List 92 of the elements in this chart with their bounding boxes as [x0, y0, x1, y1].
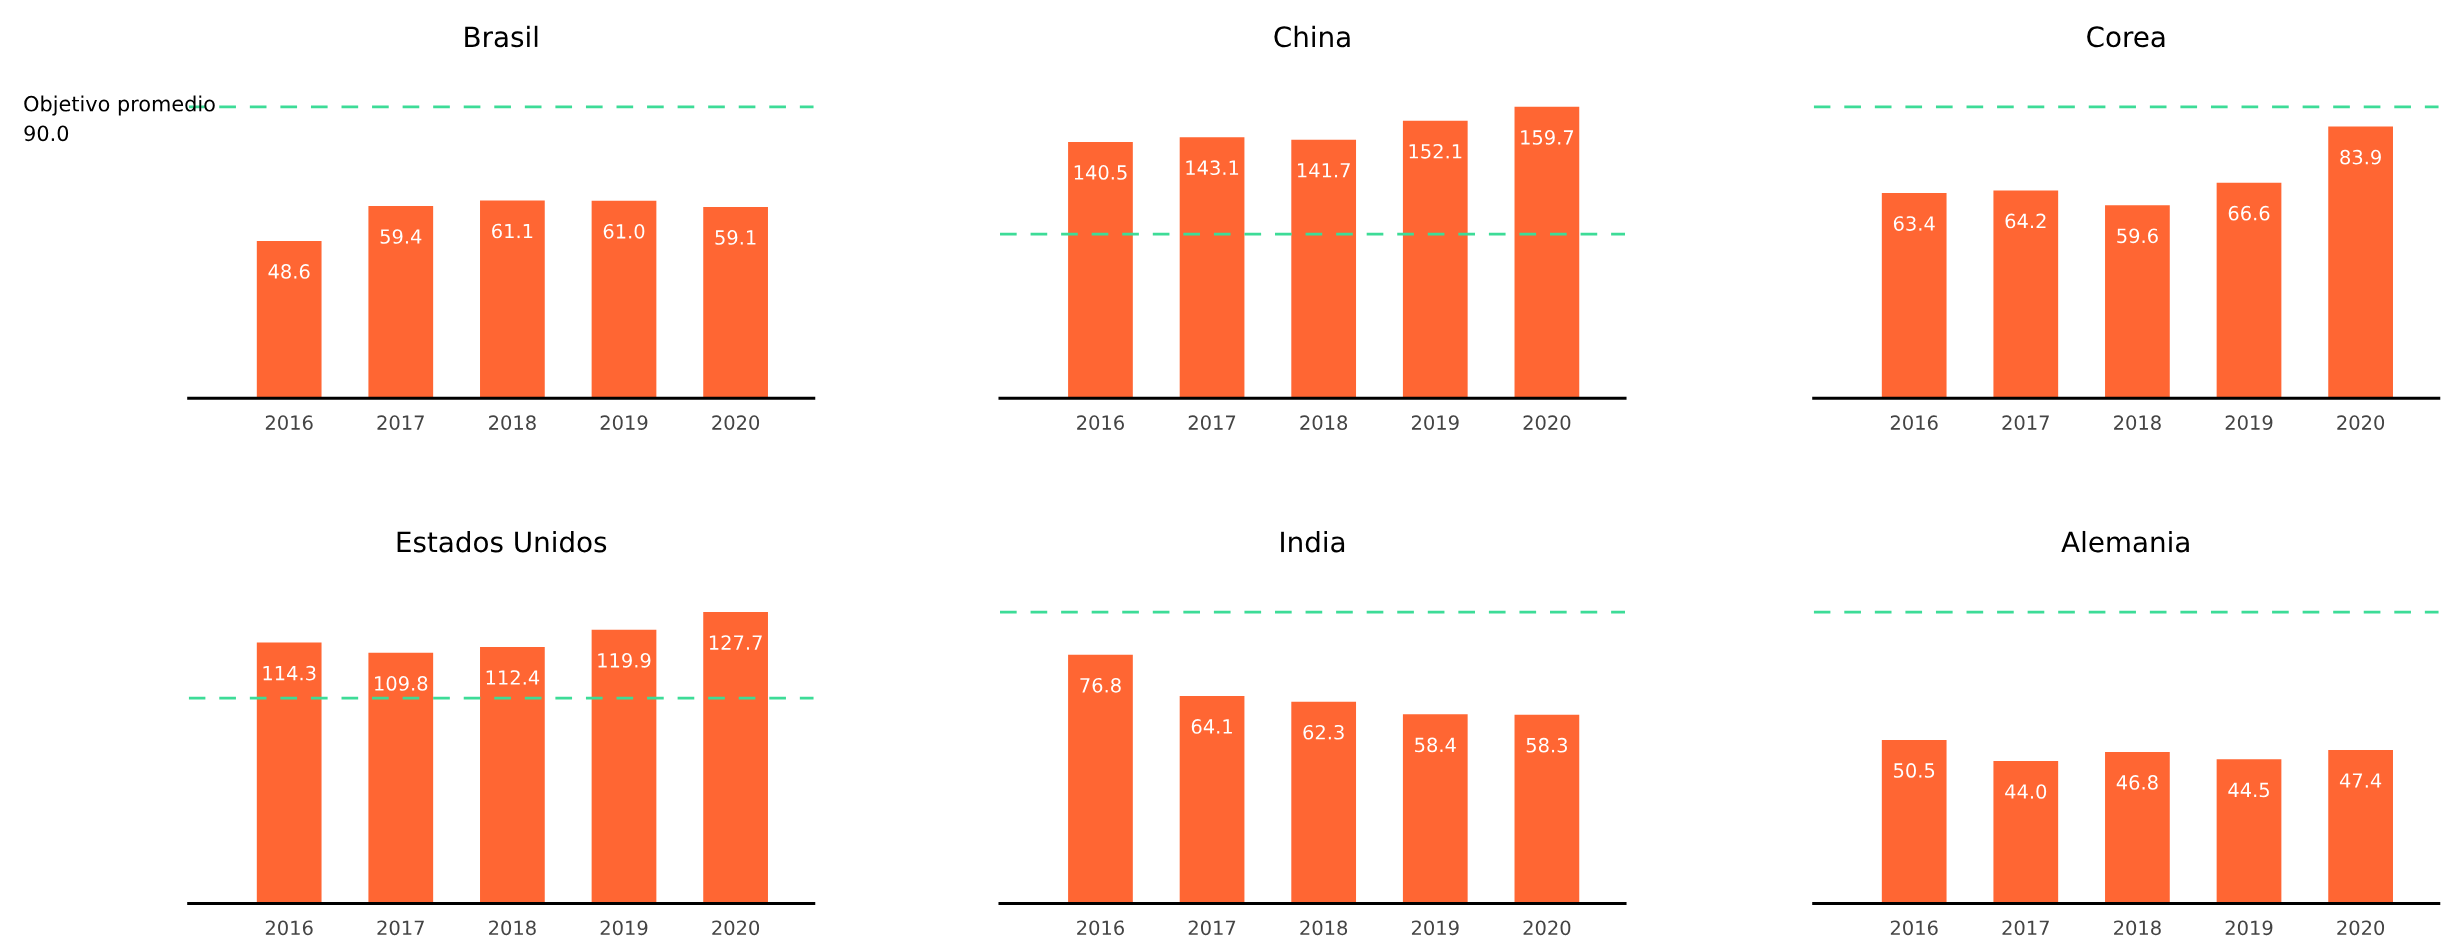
- x-tick-label: 2018: [1300, 415, 1348, 430]
- data-label: 46.8: [2116, 775, 2158, 790]
- data-label: 159.7: [1521, 130, 1574, 145]
- data-label: 64.2: [2005, 213, 2046, 229]
- data-label: 109.8: [375, 676, 428, 691]
- data-label: 114.3: [263, 665, 316, 681]
- bar: [1068, 654, 1133, 904]
- data-label: 62.3: [1303, 724, 1344, 740]
- data-label: 63.4: [1893, 216, 1935, 231]
- chart-title: Estados Unidos: [397, 530, 607, 553]
- bar: [591, 200, 657, 399]
- data-label: 119.9: [598, 653, 651, 668]
- x-tick-label: 2020: [712, 920, 760, 936]
- x-tick-label: 2016: [265, 920, 313, 936]
- bar: [1881, 192, 1947, 399]
- bar: [1068, 141, 1133, 399]
- chart-title: India: [1281, 530, 1345, 553]
- x-tick-label: 2018: [489, 920, 536, 936]
- data-label: 47.4: [2339, 773, 2382, 788]
- x-tick-label: 2020: [2337, 920, 2385, 936]
- bar: [2105, 205, 2170, 399]
- bar: [1993, 760, 2059, 904]
- chart-title: China: [1274, 25, 1350, 48]
- bar: [1402, 714, 1468, 904]
- bar: [2105, 751, 2170, 904]
- x-tick-label: 2018: [2114, 415, 2161, 430]
- x-tick-label: 2019: [2225, 415, 2273, 430]
- bar: [1993, 190, 2059, 399]
- bar: [1291, 701, 1357, 904]
- data-label: 59.4: [380, 229, 422, 244]
- bar: [480, 200, 545, 399]
- x-tick-label: 2020: [712, 415, 760, 430]
- data-label: 61.0: [603, 223, 645, 239]
- ref-line-label: Objetivo promedio 90.0: [24, 95, 215, 142]
- data-label: 76.8: [1080, 677, 1121, 693]
- data-label: 66.6: [2228, 205, 2270, 221]
- x-tick-label: 2016: [1077, 920, 1124, 936]
- data-label: 64.1: [1191, 719, 1232, 734]
- data-label: 58.4: [1415, 737, 1456, 753]
- data-label: 58.3: [1526, 737, 1567, 753]
- bar: [1179, 137, 1245, 399]
- bar: [2216, 759, 2282, 904]
- data-label: 141.7: [1297, 163, 1350, 178]
- data-label: 59.1: [715, 230, 756, 245]
- chart-title: Brasil: [465, 25, 538, 48]
- x-tick-label: 2019: [600, 920, 648, 936]
- bar: [1402, 120, 1468, 399]
- x-tick-label: 2016: [265, 415, 313, 430]
- bar: [2216, 182, 2282, 399]
- x-tick-label: 2017: [1188, 920, 1236, 936]
- x-tick-label: 2020: [1523, 920, 1571, 936]
- chart-title: Alemania: [2061, 530, 2189, 553]
- data-label: 127.7: [709, 635, 762, 650]
- x-tick-label: 2018: [489, 415, 536, 430]
- bar: [2328, 126, 2393, 399]
- x-tick-label: 2018: [1300, 920, 1348, 936]
- bar: [368, 205, 434, 399]
- bar: [1881, 739, 1947, 904]
- x-tick-label: 2017: [1188, 415, 1236, 430]
- x-tick-label: 2017: [377, 415, 424, 430]
- x-tick-label: 2016: [1890, 920, 1938, 936]
- chart-title: Corea: [2087, 26, 2165, 48]
- data-label: 50.5: [1894, 763, 1935, 778]
- data-label: 61.1: [492, 223, 533, 239]
- x-tick-label: 2019: [2225, 920, 2273, 936]
- data-label: 44.5: [2228, 782, 2269, 798]
- x-tick-label: 2019: [1411, 920, 1459, 936]
- data-label: 44.0: [2005, 784, 2047, 799]
- bar: [2328, 749, 2393, 904]
- x-tick-label: 2017: [2002, 415, 2049, 430]
- x-tick-label: 2018: [2114, 920, 2161, 936]
- bar: [703, 206, 768, 399]
- bar: [1179, 695, 1245, 904]
- x-tick-label: 2016: [1077, 415, 1124, 430]
- x-tick-label: 2016: [1890, 415, 1938, 430]
- x-tick-label: 2019: [1411, 415, 1459, 430]
- data-label: 143.1: [1186, 160, 1239, 176]
- data-label: 112.4: [486, 670, 540, 685]
- data-label: 48.6: [268, 264, 310, 279]
- bar: [1514, 106, 1580, 399]
- bar: [1291, 139, 1357, 399]
- bar: [256, 240, 322, 399]
- data-label: 59.6: [2117, 228, 2158, 244]
- data-label: 152.1: [1409, 143, 1462, 159]
- x-tick-label: 2020: [2337, 415, 2385, 430]
- x-tick-label: 2019: [600, 415, 648, 430]
- x-tick-label: 2020: [1523, 415, 1571, 430]
- data-label: 140.5: [1074, 165, 1127, 180]
- x-tick-label: 2017: [377, 920, 424, 936]
- data-label: 83.9: [2340, 149, 2381, 165]
- x-tick-label: 2017: [2002, 920, 2049, 936]
- bar: [1514, 714, 1580, 904]
